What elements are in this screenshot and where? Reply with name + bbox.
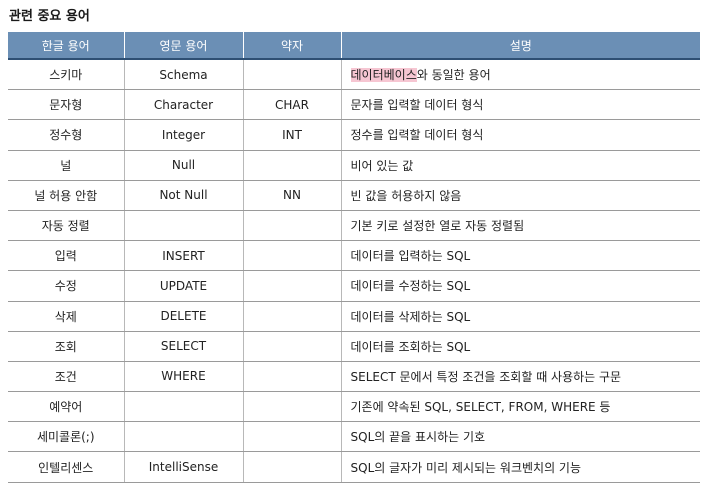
cell-description: 기존에 약속된 SQL, SELECT, FROM, WHERE 등 (341, 391, 700, 423)
cell-korean-term: 스키마 (8, 59, 125, 91)
cell-english-term: INSERT (124, 240, 244, 272)
table-row: 스키마 Schema 데이터베이스와 동일한 용어 (8, 59, 700, 91)
table-row: 자동 정렬 기본 키로 설정한 열로 자동 정렬됨 (8, 210, 700, 242)
cell-english-term: UPDATE (124, 270, 244, 302)
terms-table: 한글 용어 영문 용어 약자 설명 스키마 Schema 데이터베이스와 동일한 용… (8, 32, 700, 483)
description-text: 기본 키로 설정한 열로 자동 정렬됨 (350, 219, 525, 234)
header-description: 설명 (341, 32, 700, 60)
page-title: 관련 중요 용어 (9, 9, 90, 24)
table-row: 널 Null 비어 있는 값 (8, 150, 700, 181)
cell-description: SQL의 글자가 미리 제시되는 워크벤치의 기능 (341, 451, 700, 483)
cell-description: 데이터베이스와 동일한 용어 (341, 59, 700, 91)
cell-english-term (124, 391, 244, 423)
cell-abbreviation (243, 301, 342, 332)
cell-description: 문자를 입력할 데이터 형식 (341, 89, 700, 121)
cell-korean-term: 인텔리센스 (8, 451, 125, 483)
cell-korean-term: 문자형 (8, 89, 125, 121)
header-abbreviation: 약자 (243, 32, 342, 60)
cell-abbreviation (243, 361, 342, 393)
table-row: 삭제 DELETE 데이터를 삭제하는 SQL (8, 301, 700, 332)
cell-korean-term: 세미콜론(;) (8, 421, 125, 453)
cell-korean-term: 조회 (8, 331, 125, 362)
cell-korean-term: 정수형 (8, 119, 125, 151)
cell-description: 정수를 입력할 데이터 형식 (341, 119, 700, 151)
cell-description: 데이터를 삭제하는 SQL (341, 301, 700, 332)
table-row: 인텔리센스 IntelliSense SQL의 글자가 미리 제시되는 워크벤치의 … (8, 451, 700, 483)
cell-korean-term: 조건 (8, 361, 125, 393)
description-text: 빈 값을 허용하지 않음 (350, 188, 462, 203)
description-text: SELECT 문에서 특정 조건을 조회할 때 사용하는 구문 (350, 369, 622, 384)
cell-korean-term: 널 (8, 150, 125, 181)
cell-abbreviation (243, 150, 342, 181)
cell-english-term (124, 421, 244, 453)
cell-description: 데이터를 조회하는 SQL (341, 331, 700, 362)
header-korean-term: 한글 용어 (8, 32, 125, 60)
cell-english-term: Null (124, 150, 244, 181)
header-english-term: 영문 용어 (124, 32, 244, 60)
cell-description: 기본 키로 설정한 열로 자동 정렬됨 (341, 210, 700, 242)
description-text: 비어 있는 값 (350, 158, 414, 173)
cell-abbreviation (243, 240, 342, 272)
cell-english-term: Schema (124, 59, 244, 91)
cell-description: 비어 있는 값 (341, 150, 700, 181)
cell-description: SELECT 문에서 특정 조건을 조회할 때 사용하는 구문 (341, 361, 700, 393)
cell-korean-term: 자동 정렬 (8, 210, 125, 242)
cell-korean-term: 삭제 (8, 301, 125, 332)
table-row: 예약어 기존에 약속된 SQL, SELECT, FROM, WHERE 등 (8, 391, 700, 423)
cell-korean-term: 널 허용 안함 (8, 180, 125, 211)
description-text: 기존에 약속된 SQL, SELECT, FROM, WHERE 등 (350, 400, 611, 415)
table-row: 조건 WHERE SELECT 문에서 특정 조건을 조회할 때 사용하는 구문 (8, 361, 700, 393)
cell-english-term: Integer (124, 119, 244, 151)
cell-korean-term: 입력 (8, 240, 125, 272)
cell-korean-term: 수정 (8, 270, 125, 302)
cell-abbreviation: INT (243, 119, 342, 151)
description-text: 데이터를 조회하는 SQL (350, 339, 471, 354)
cell-english-term: SELECT (124, 331, 244, 362)
cell-english-term: Character (124, 89, 244, 121)
cell-english-term: DELETE (124, 301, 244, 332)
description-text: 데이터를 수정하는 SQL (350, 279, 471, 294)
cell-english-term (124, 210, 244, 242)
cell-abbreviation (243, 210, 342, 242)
table-row: 입력 INSERT 데이터를 입력하는 SQL (8, 240, 700, 272)
header-row: 한글 용어 영문 용어 약자 설명 (8, 32, 700, 60)
cell-description: 데이터를 입력하는 SQL (341, 240, 700, 272)
cell-abbreviation: NN (243, 180, 342, 211)
table-row: 널 허용 안함 Not Null NN 빈 값을 허용하지 않음 (8, 180, 700, 211)
cell-abbreviation (243, 59, 342, 91)
highlighted-text: 데이터베이스 (350, 68, 417, 83)
cell-abbreviation (243, 331, 342, 362)
description-text: 와 동일한 용어 (416, 68, 491, 83)
description-text: SQL의 끝을 표시하는 기호 (350, 430, 486, 445)
table-row: 세미콜론(;) SQL의 끝을 표시하는 기호 (8, 421, 700, 453)
cell-description: 데이터를 수정하는 SQL (341, 270, 700, 302)
description-text: 데이터를 삭제하는 SQL (350, 309, 471, 324)
cell-abbreviation (243, 421, 342, 453)
cell-abbreviation (243, 391, 342, 423)
cell-korean-term: 예약어 (8, 391, 125, 423)
cell-abbreviation (243, 451, 342, 483)
cell-description: 빈 값을 허용하지 않음 (341, 180, 700, 211)
table-header: 한글 용어 영문 용어 약자 설명 (8, 32, 700, 60)
cell-english-term: Not Null (124, 180, 244, 211)
description-text: 데이터를 입력하는 SQL (350, 249, 471, 264)
description-text: 문자를 입력할 데이터 형식 (350, 98, 484, 113)
cell-english-term: WHERE (124, 361, 244, 393)
description-text: SQL의 글자가 미리 제시되는 워크벤치의 기능 (350, 460, 582, 475)
table-row: 문자형 Character CHAR 문자를 입력할 데이터 형식 (8, 89, 700, 121)
cell-english-term: IntelliSense (124, 451, 244, 483)
table-row: 정수형 Integer INT 정수를 입력할 데이터 형식 (8, 119, 700, 151)
cell-description: SQL의 끝을 표시하는 기호 (341, 421, 700, 453)
table-row: 조회 SELECT 데이터를 조회하는 SQL (8, 331, 700, 362)
cell-abbreviation: CHAR (243, 89, 342, 121)
description-text: 정수를 입력할 데이터 형식 (350, 128, 484, 143)
cell-abbreviation (243, 270, 342, 302)
table-body: 스키마 Schema 데이터베이스와 동일한 용어 문자형 Character CHAR 문… (8, 59, 700, 483)
table-row: 수정 UPDATE 데이터를 수정하는 SQL (8, 270, 700, 302)
